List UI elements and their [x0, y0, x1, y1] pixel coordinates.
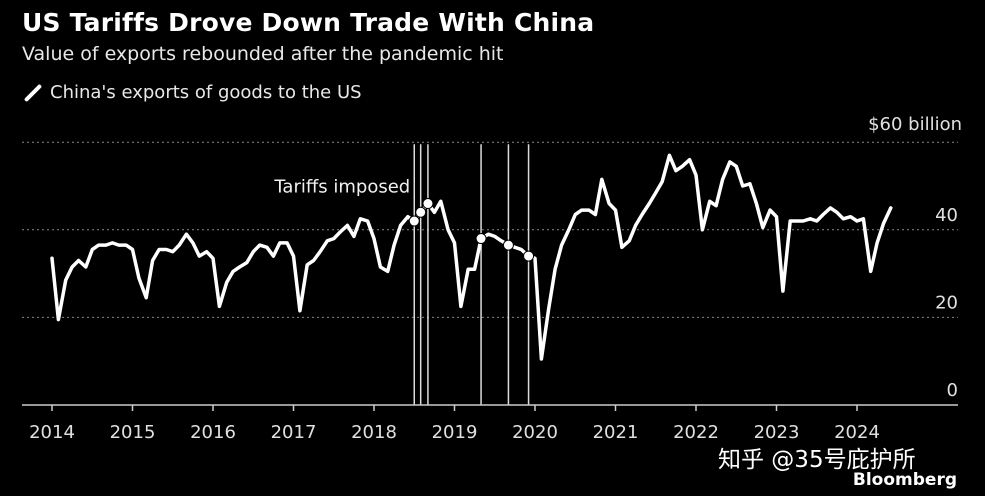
legend-label: China's exports of goods to the US: [50, 82, 362, 103]
tariff-event-marker: [415, 206, 427, 218]
y-tick-label: 20: [935, 292, 958, 313]
y-tick-label: 40: [935, 205, 958, 226]
x-tick-label: 2019: [432, 422, 478, 443]
x-tick-label: 2021: [593, 422, 639, 443]
tariff-event-marker: [502, 239, 514, 251]
brand-logo-text: Bloomberg: [852, 470, 957, 490]
x-tick-label: 2020: [512, 422, 558, 443]
x-tick-label: 2014: [29, 422, 75, 443]
chart-subtitle: Value of exports rebounded after the pan…: [22, 43, 504, 65]
tariff-event-marker: [523, 250, 535, 262]
y-tick-label: 0: [947, 380, 958, 401]
x-tick-label: 2024: [834, 422, 880, 443]
series-line: [50, 153, 893, 361]
tariff-event-marker: [422, 198, 434, 210]
x-tick-label: 2018: [351, 422, 397, 443]
tariffs-annotation: Tariffs imposed: [273, 177, 410, 198]
legend: China's exports of goods to the US: [22, 82, 362, 103]
x-tick-label: 2016: [190, 422, 236, 443]
watermark: 知乎 @35号庇护所: [718, 447, 916, 473]
x-tick-label: 2017: [271, 422, 317, 443]
tariff-event-marker: [408, 215, 420, 227]
chart-title: US Tariffs Drove Down Trade With China: [22, 8, 595, 37]
x-tick-label: 2015: [110, 422, 156, 443]
x-tick-label: 2023: [754, 422, 800, 443]
y-unit-label: $60 billion: [868, 114, 962, 135]
x-tick-label: 2022: [673, 422, 719, 443]
tariff-event-marker: [475, 233, 487, 245]
